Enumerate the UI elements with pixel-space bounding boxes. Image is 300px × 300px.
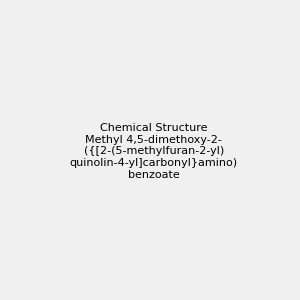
Text: Chemical Structure
Methyl 4,5-dimethoxy-2-
({[2-(5-methylfuran-2-yl)
quinolin-4-: Chemical Structure Methyl 4,5-dimethoxy-… xyxy=(70,123,238,180)
